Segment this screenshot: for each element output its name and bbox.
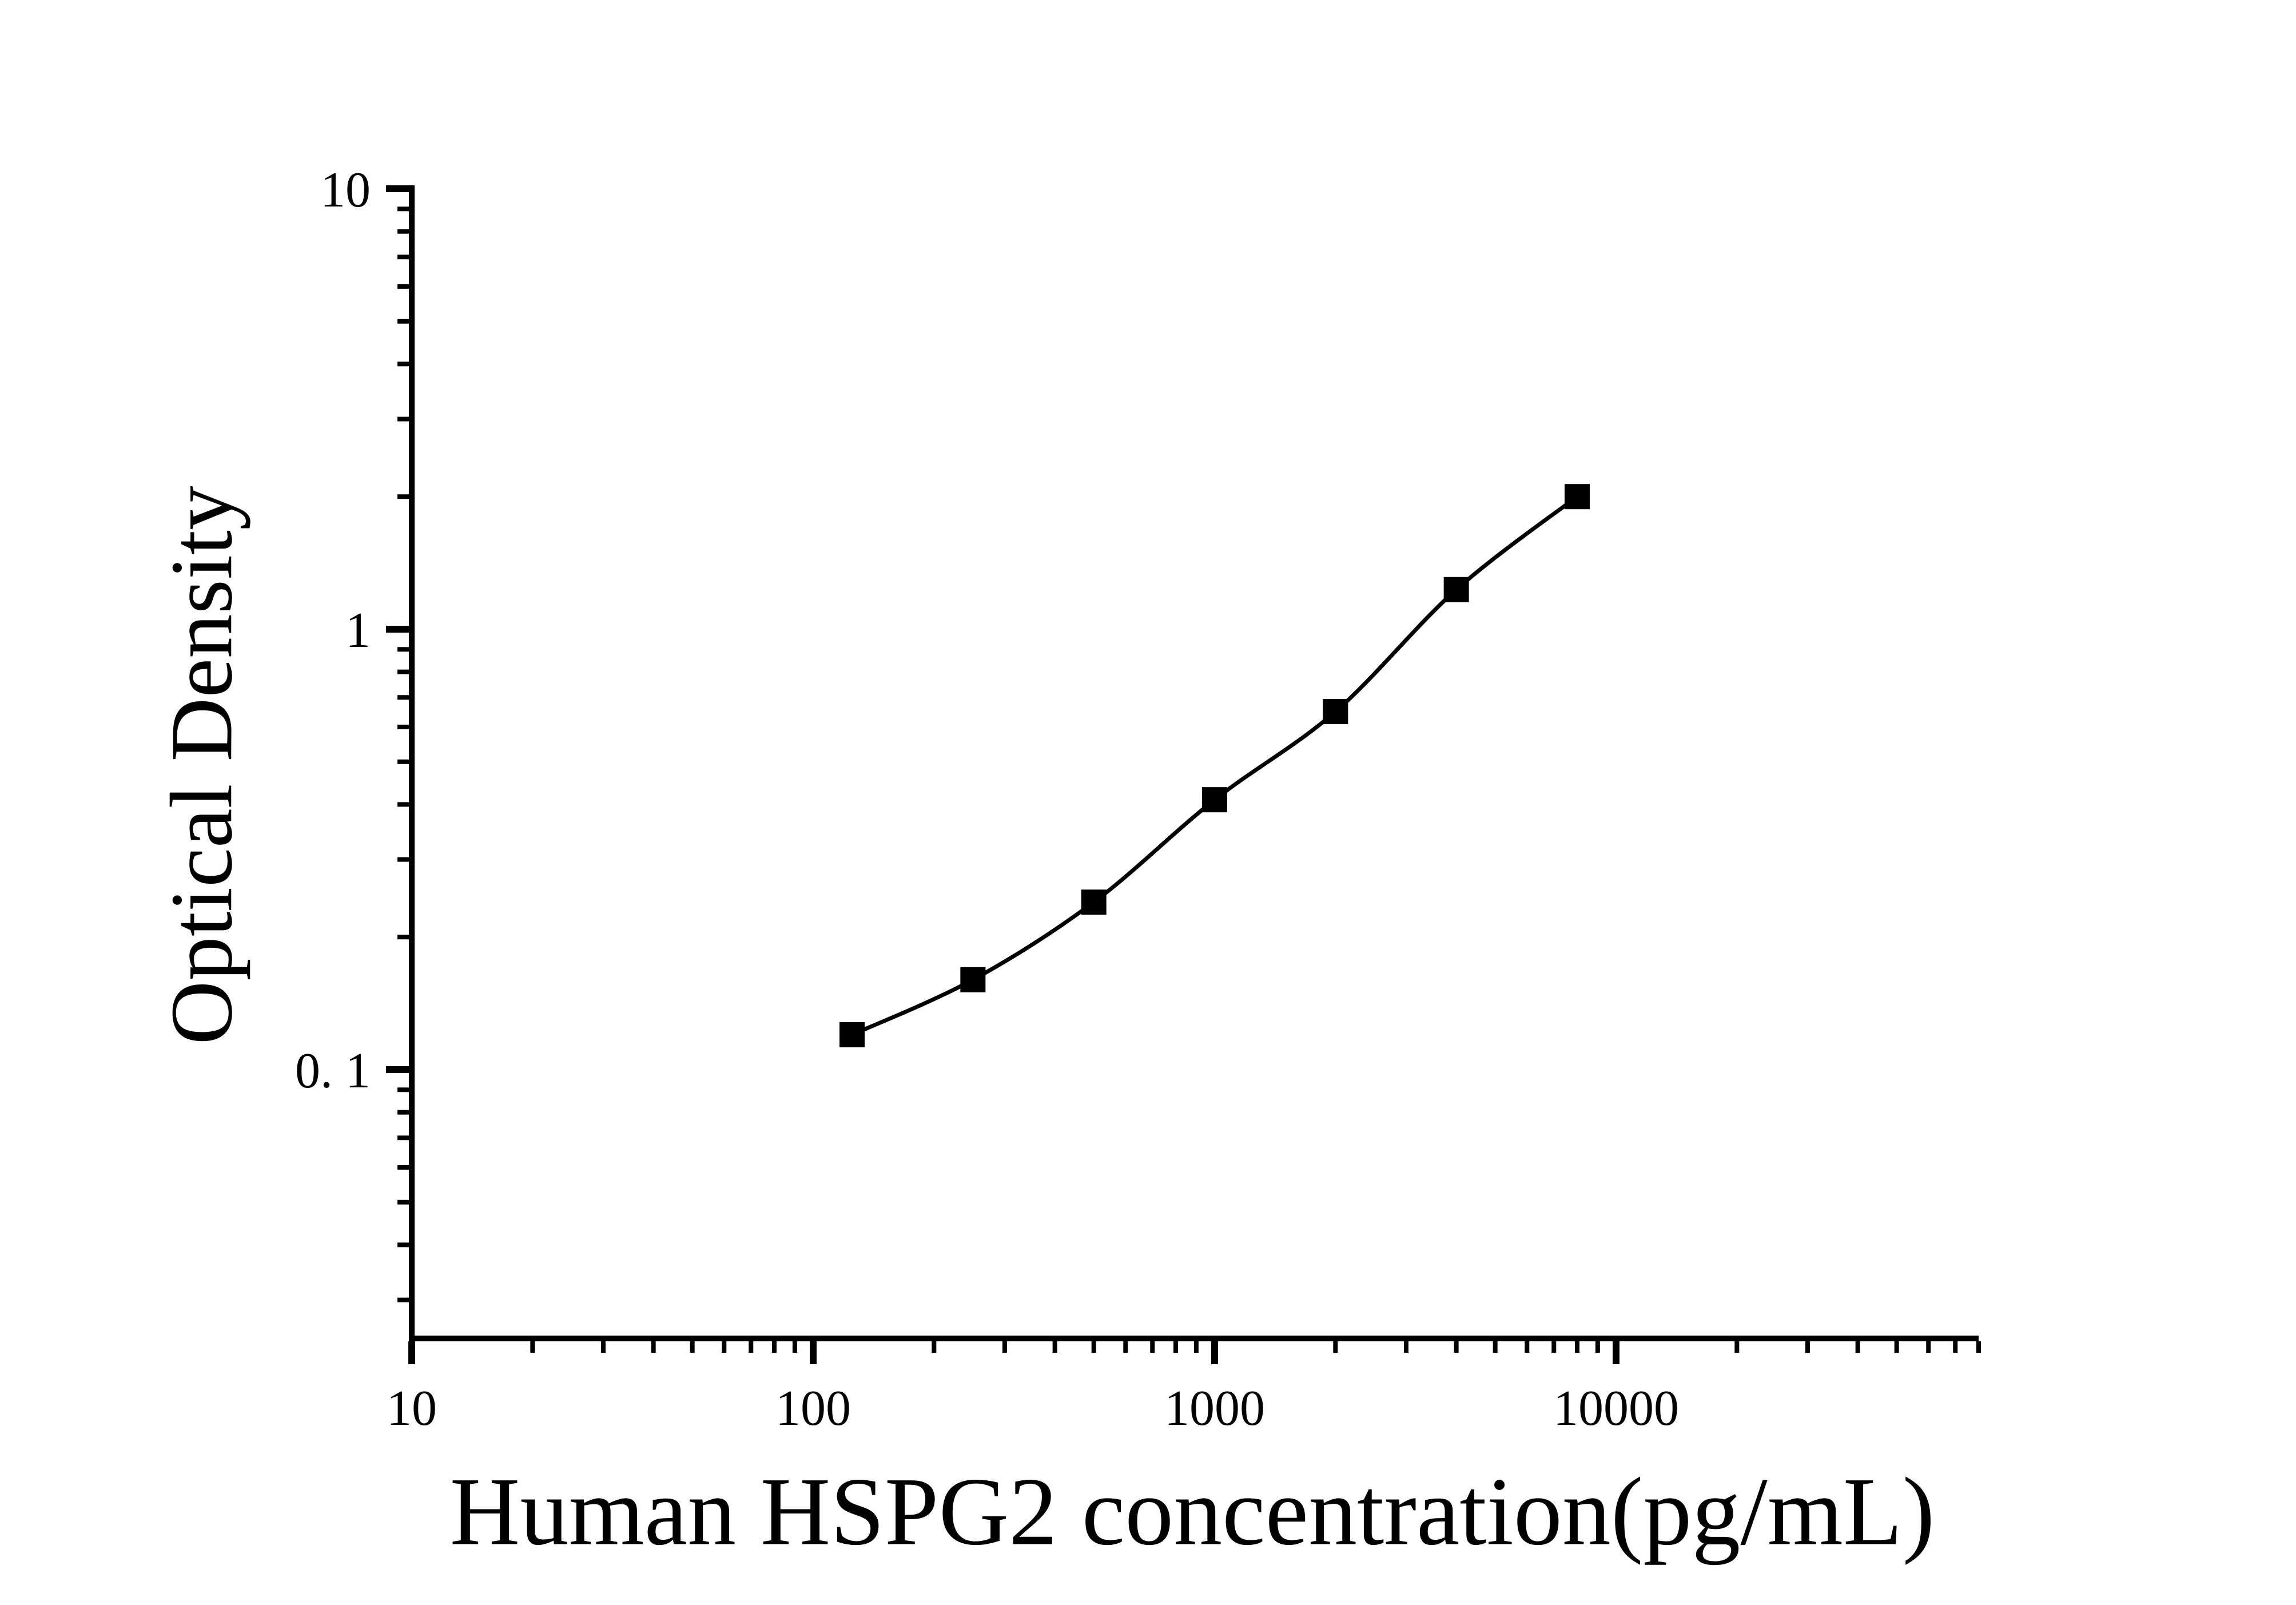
data-point-marker bbox=[1564, 484, 1590, 510]
x-axis-ticks bbox=[408, 1341, 1981, 1364]
x-axis-title: Human HSPG2 concentration(pg/mL) bbox=[450, 1458, 1935, 1566]
data-point-marker bbox=[960, 967, 986, 992]
data-point-marker bbox=[839, 1022, 865, 1048]
y-tick-label: 10 bbox=[320, 162, 371, 218]
data-point-marker bbox=[1443, 577, 1469, 602]
x-tick-labels: 10 100 1000 10000 bbox=[387, 1381, 1679, 1436]
y-axis-ticks bbox=[386, 185, 409, 1302]
x-tick-label: 1000 bbox=[1164, 1381, 1265, 1436]
x-tick-label: 10 bbox=[387, 1381, 437, 1436]
x-tick-label: 100 bbox=[775, 1381, 851, 1436]
y-axis-title: Optical Density bbox=[152, 486, 250, 1044]
data-point-marker bbox=[1202, 787, 1227, 813]
data-point-markers bbox=[839, 484, 1590, 1048]
y-tick-label: 0. 1 bbox=[295, 1043, 371, 1099]
y-tick-labels: 10 1 0. 1 bbox=[295, 162, 371, 1099]
data-point-marker bbox=[1323, 699, 1348, 725]
x-tick-label: 10000 bbox=[1553, 1381, 1679, 1436]
data-point-marker bbox=[1081, 889, 1107, 915]
y-tick-label: 1 bbox=[345, 603, 371, 658]
